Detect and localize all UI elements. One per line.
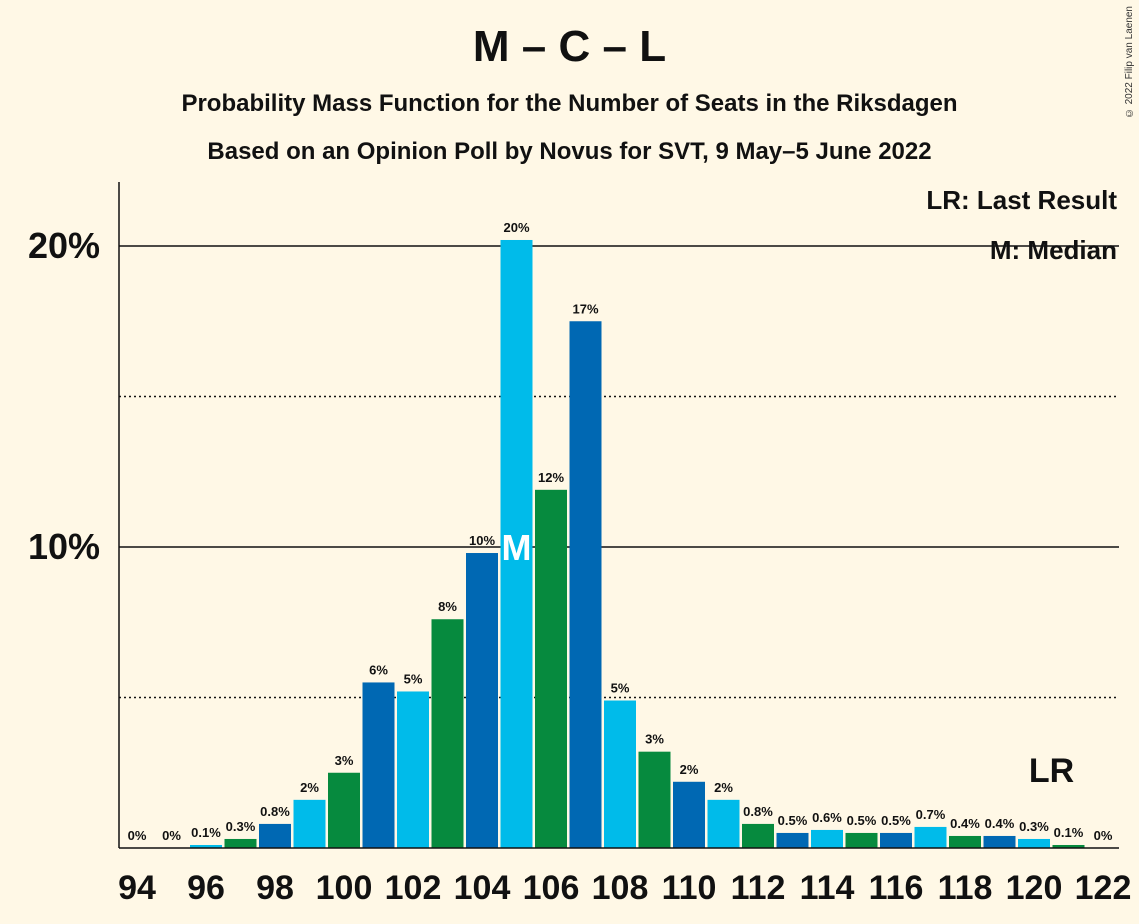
data-label-seat-112: 0.8% bbox=[743, 804, 773, 819]
data-label-seat-103: 8% bbox=[438, 599, 457, 614]
bar-seat-112 bbox=[742, 823, 774, 848]
bar-seat-98 bbox=[259, 823, 291, 848]
bar-seat-120 bbox=[1018, 838, 1050, 848]
bar-seat-99 bbox=[293, 799, 326, 848]
data-label-seat-102: 5% bbox=[404, 671, 423, 686]
data-label-seat-108: 5% bbox=[611, 681, 630, 696]
bar-seat-103 bbox=[431, 619, 464, 848]
bar-seat-107 bbox=[569, 321, 602, 848]
bar-seat-110 bbox=[673, 781, 705, 848]
bar-seat-102 bbox=[397, 691, 429, 848]
chart-subtitle-2: Based on an Opinion Poll by Novus for SV… bbox=[207, 138, 932, 165]
chart-title: M – C – L bbox=[472, 22, 667, 71]
x-tick-label: 104 bbox=[454, 869, 511, 907]
x-tick-label: 118 bbox=[938, 869, 993, 907]
data-label-seat-113: 0.5% bbox=[778, 813, 808, 828]
x-tick-label: 102 bbox=[385, 869, 442, 907]
bar-seat-121 bbox=[1052, 844, 1085, 848]
data-label-seat-110: 2% bbox=[680, 762, 699, 777]
data-label-seat-95: 0% bbox=[162, 828, 181, 843]
x-tick-label: 100 bbox=[316, 869, 373, 907]
bar-seat-114 bbox=[811, 829, 843, 848]
data-label-seat-98: 0.8% bbox=[260, 804, 290, 819]
data-label-seat-116: 0.5% bbox=[881, 813, 911, 828]
data-label-seat-107: 17% bbox=[572, 301, 598, 316]
y-tick-label: 20% bbox=[28, 225, 100, 266]
bar-seat-100 bbox=[328, 772, 360, 848]
bar-seat-113 bbox=[776, 832, 809, 848]
bar-seat-97 bbox=[224, 838, 257, 848]
data-label-seat-106: 12% bbox=[538, 470, 564, 485]
data-label-seat-111: 2% bbox=[714, 780, 733, 795]
x-tick-label: 120 bbox=[1006, 869, 1063, 907]
bar-seat-108 bbox=[604, 700, 636, 848]
x-tick-label: 106 bbox=[523, 869, 580, 907]
bar-seat-96 bbox=[190, 844, 222, 848]
bar-seat-111 bbox=[707, 799, 740, 848]
data-label-seat-117: 0.7% bbox=[916, 807, 946, 822]
data-label-seat-105: 20% bbox=[503, 220, 529, 235]
bar-seat-118 bbox=[949, 835, 981, 848]
data-label-seat-104: 10% bbox=[469, 533, 495, 548]
bar-seat-106 bbox=[535, 489, 567, 848]
bar-seat-105 bbox=[500, 239, 533, 849]
data-label-seat-118: 0.4% bbox=[950, 816, 980, 831]
chart-subtitle-1: Probability Mass Function for the Number… bbox=[181, 90, 958, 117]
data-label-seat-119: 0.4% bbox=[985, 816, 1015, 831]
legend-median: M: Median bbox=[990, 235, 1117, 265]
x-tick-label: 96 bbox=[187, 869, 225, 907]
data-label-seat-115: 0.5% bbox=[847, 813, 877, 828]
bar-seat-115 bbox=[845, 832, 878, 848]
x-tick-label: 112 bbox=[731, 869, 786, 907]
last-result-marker: LR bbox=[1029, 752, 1074, 790]
x-tick-label: 110 bbox=[662, 869, 717, 907]
y-tick-label: 10% bbox=[28, 526, 100, 567]
x-tick-label: 114 bbox=[800, 869, 855, 907]
median-marker: M bbox=[502, 527, 532, 568]
data-label-seat-100: 3% bbox=[335, 753, 354, 768]
data-label-seat-120: 0.3% bbox=[1019, 819, 1049, 834]
x-tick-label: 98 bbox=[256, 869, 294, 907]
bar-seat-116 bbox=[880, 832, 912, 848]
x-tick-label: 122 bbox=[1075, 869, 1132, 907]
bar-seat-109 bbox=[638, 751, 671, 848]
data-label-seat-121: 0.1% bbox=[1054, 825, 1084, 840]
data-label-seat-114: 0.6% bbox=[812, 810, 842, 825]
data-label-seat-99: 2% bbox=[300, 780, 319, 795]
x-tick-label: 94 bbox=[118, 869, 156, 907]
bar-seat-119 bbox=[983, 835, 1016, 848]
x-tick-label: 108 bbox=[592, 869, 649, 907]
data-label-seat-122: 0% bbox=[1094, 828, 1113, 843]
bar-seat-104 bbox=[466, 553, 498, 848]
data-label-seat-109: 3% bbox=[645, 732, 664, 747]
data-label-seat-96: 0.1% bbox=[191, 825, 221, 840]
x-tick-label: 116 bbox=[869, 869, 924, 907]
data-label-seat-101: 6% bbox=[369, 662, 388, 677]
legend-last-result: LR: Last Result bbox=[926, 185, 1117, 215]
data-label-seat-97: 0.3% bbox=[226, 819, 256, 834]
bar-seat-101 bbox=[362, 682, 395, 848]
bar-seat-117 bbox=[914, 826, 947, 848]
data-label-seat-94: 0% bbox=[128, 828, 147, 843]
